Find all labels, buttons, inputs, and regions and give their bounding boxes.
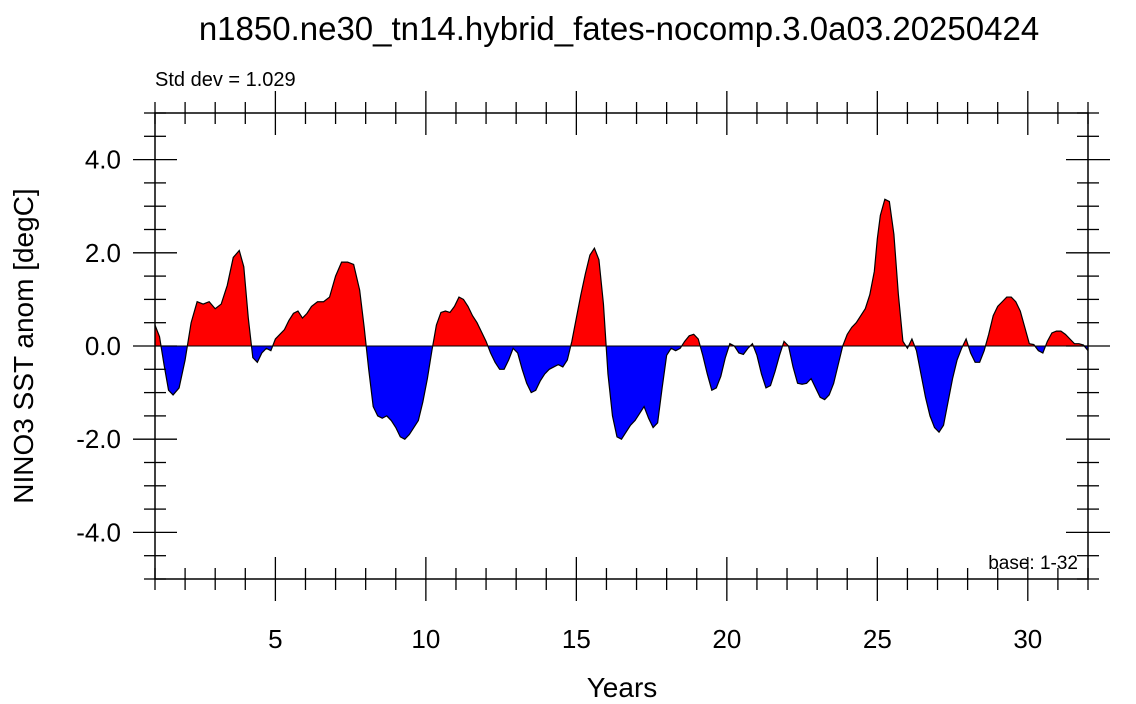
positive-anomaly-area	[155, 199, 1088, 346]
x-tick-labels: 5 10 15 20 25 30	[268, 624, 1042, 654]
y-tick-label: -4.0	[76, 517, 121, 547]
y-tick-labels: 4.0 2.0 0.0 -2.0 -4.0	[76, 145, 121, 548]
y-tick-label: 0.0	[85, 331, 121, 361]
y-tick-label: -2.0	[76, 424, 121, 454]
x-tick-label: 30	[1013, 624, 1042, 654]
chart-title: n1850.ne30_tn14.hybrid_fates-nocomp.3.0a…	[199, 10, 1039, 47]
y-tick-label: 4.0	[85, 145, 121, 175]
plot-frame	[154, 112, 1089, 580]
std-dev-label: Std dev = 1.029	[155, 69, 296, 91]
x-tick-label: 5	[268, 624, 282, 654]
base-annotation: base: 1-32	[988, 553, 1078, 574]
plot-area	[154, 198, 1089, 440]
x-axis-label: Years	[587, 672, 658, 703]
x-tick-label: 15	[562, 624, 591, 654]
x-tick-label: 20	[712, 624, 741, 654]
y-axis-label: NINO3 SST anom [degC]	[8, 188, 39, 503]
anomaly-line	[154, 198, 1089, 440]
x-tick-label: 10	[411, 624, 440, 654]
negative-anomaly-area	[155, 346, 1088, 440]
y-tick-label: 2.0	[85, 238, 121, 268]
x-tick-label: 25	[863, 624, 892, 654]
axis-ticks	[133, 91, 1110, 601]
